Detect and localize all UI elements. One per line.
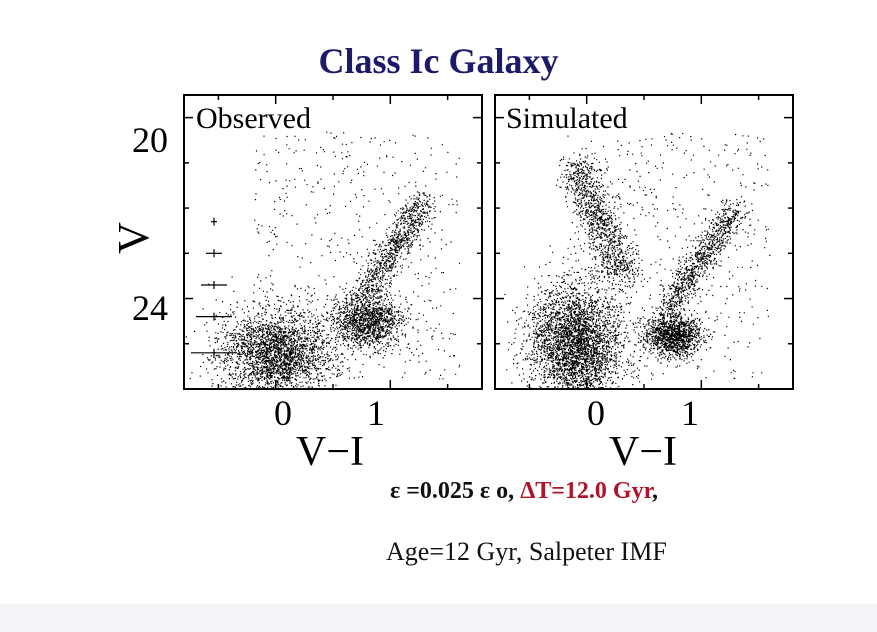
observed-scatter <box>185 131 461 391</box>
observed-errorbars <box>191 217 237 357</box>
age-imf-caption: Age=12 Gyr, Salpeter IMF <box>386 537 667 566</box>
efficiency-text: ε =0.025 ε o, <box>390 478 521 504</box>
observed-x-tick-1: 1 <box>367 393 385 433</box>
parameter-caption: ε =0.025 ε o, ΔT=12.0 Gyr, <box>390 478 658 505</box>
y-tick-label-24: 24 <box>132 288 168 328</box>
slide-bottom-band <box>0 604 877 632</box>
y-tick-label-20: 20 <box>132 120 168 160</box>
simulated-x-axis-label: V−I <box>609 429 677 475</box>
observed-x-tick-0: 0 <box>274 393 292 433</box>
simulated-panel-label: Simulated <box>506 102 628 135</box>
duration-text: ΔT=12.0 Gyr <box>520 478 653 504</box>
simulated-ticks <box>495 95 793 390</box>
observed-x-axis-label: V−I <box>296 429 364 475</box>
scatter-points <box>185 131 461 391</box>
observed-ticks <box>184 95 482 390</box>
simulated-panel: Simulated 0 1 V−I <box>494 94 794 475</box>
observed-panel-label: Observed <box>196 102 311 135</box>
scatter-points <box>504 132 771 391</box>
simulated-scatter <box>504 132 771 391</box>
simulated-x-tick-1: 1 <box>681 393 699 433</box>
y-axis-label: V <box>109 222 158 254</box>
caption-comma: , <box>652 478 659 504</box>
simulated-x-tick-0: 0 <box>587 393 605 433</box>
observed-panel: Observed 20 24 V 0 1 V−I <box>109 94 483 475</box>
observed-frame <box>183 94 483 390</box>
slide-title: Class Ic Galaxy <box>318 41 559 81</box>
